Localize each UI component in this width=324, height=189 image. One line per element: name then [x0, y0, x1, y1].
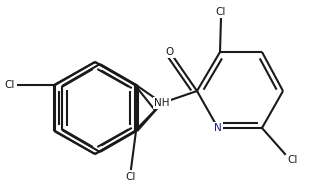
- Text: Cl: Cl: [216, 7, 226, 17]
- Text: O: O: [166, 47, 174, 57]
- Text: Cl: Cl: [5, 80, 15, 90]
- Polygon shape: [55, 62, 135, 154]
- Text: N: N: [214, 123, 222, 133]
- Text: Cl: Cl: [288, 155, 298, 165]
- Text: NH: NH: [154, 98, 170, 108]
- Text: Cl: Cl: [126, 172, 136, 182]
- Polygon shape: [62, 64, 138, 152]
